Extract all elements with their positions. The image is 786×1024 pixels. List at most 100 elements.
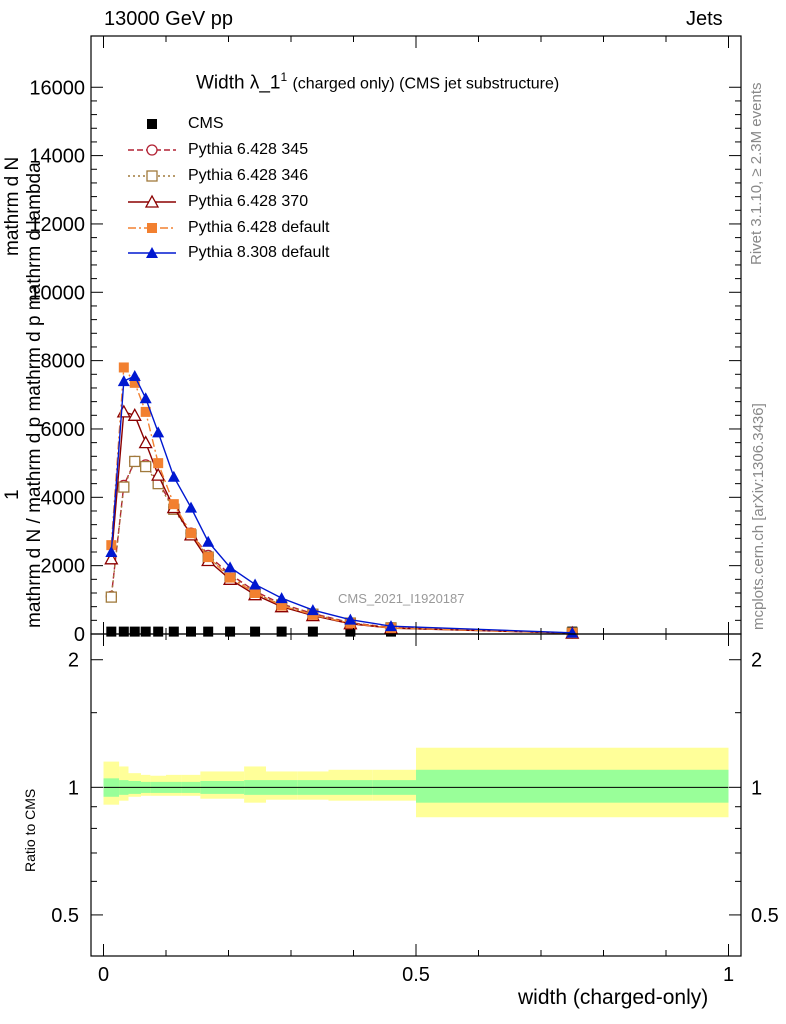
data-point-5-2 bbox=[128, 370, 141, 382]
data-point-3-4 bbox=[151, 467, 166, 481]
data-point-4-5 bbox=[168, 499, 179, 510]
legend-marker-3 bbox=[144, 194, 160, 208]
chart-title-main: Width λ_1 bbox=[196, 72, 281, 94]
data-point-0-11 bbox=[307, 626, 318, 637]
data-point-4-4 bbox=[153, 458, 164, 469]
ratio-ylabel: Ratio to CMS bbox=[22, 788, 38, 872]
y-tick-label: 4000 bbox=[41, 487, 86, 509]
y-tick-label: 12000 bbox=[29, 214, 85, 236]
data-point-4-6 bbox=[186, 528, 196, 539]
ratio-stat-band bbox=[416, 769, 729, 803]
data-point-5-8 bbox=[224, 561, 237, 573]
series-line-2 bbox=[110, 460, 573, 634]
chart-title-sup: 1 bbox=[280, 70, 288, 84]
ratio-tick-label-left: 1 bbox=[68, 777, 79, 799]
data-point-5-12 bbox=[344, 613, 357, 625]
data-point-2-2 bbox=[129, 455, 141, 468]
x-tick-label: 0 bbox=[98, 964, 109, 986]
data-point-0-2 bbox=[129, 626, 140, 637]
legend-marker-5 bbox=[146, 247, 158, 258]
data-point-0-3 bbox=[140, 626, 151, 637]
data-point-0-6 bbox=[186, 626, 196, 637]
data-point-0-5 bbox=[168, 626, 179, 637]
data-point-5-7 bbox=[202, 535, 215, 547]
data-point-5-11 bbox=[306, 604, 319, 616]
header-left: 13000 GeV pp bbox=[104, 8, 233, 30]
data-point-5-14 bbox=[566, 626, 579, 638]
chart-title-sub: (charged only) (CMS jet substructure) bbox=[292, 75, 560, 93]
header-right: Jets bbox=[686, 8, 723, 30]
data-point-3-3 bbox=[138, 435, 153, 449]
y-tick-label: 10000 bbox=[29, 282, 85, 304]
data-point-4-7 bbox=[203, 552, 214, 563]
ylabel-full: mathrm d N / mathrm d p mathrm d p mathr… bbox=[24, 162, 45, 628]
series-line-1 bbox=[110, 460, 573, 634]
ratio-tick-label-right: 1 bbox=[751, 777, 762, 799]
axis-ticks: 0 2000 4000 6000 8000 10000 12000 14000 16000 0 0.… bbox=[29, 36, 779, 986]
data-point-3-1 bbox=[116, 404, 131, 418]
ratio-bands bbox=[103, 747, 729, 818]
series-5 bbox=[105, 370, 579, 638]
legend-marks bbox=[128, 119, 176, 258]
mcplots-label: mcplots.cern.ch [arXiv:1306.3436] bbox=[750, 403, 767, 630]
y-tick-label: 0 bbox=[74, 624, 85, 646]
y-tick-label: 8000 bbox=[41, 351, 86, 373]
data-point-2-0 bbox=[105, 591, 117, 603]
data-point-3-0 bbox=[104, 551, 119, 565]
y-tick-label: 2000 bbox=[41, 556, 86, 578]
legend-label-0: CMS bbox=[188, 115, 224, 132]
legend-label-1: Pythia 6.428 345 bbox=[188, 141, 309, 158]
ylabel-line-1: mathrm d N bbox=[2, 156, 23, 256]
data-point-0-10 bbox=[276, 626, 287, 637]
data-point-5-9 bbox=[249, 578, 262, 590]
data-point-2-3 bbox=[140, 460, 152, 473]
data-point-0-7 bbox=[203, 626, 214, 637]
legend-label-3: Pythia 6.428 370 bbox=[188, 193, 309, 210]
data-point-5-3 bbox=[139, 392, 152, 404]
data-point-0-4 bbox=[153, 626, 164, 637]
legend-label-4: Pythia 6.428 default bbox=[188, 219, 330, 236]
data-point-0-8 bbox=[225, 626, 236, 637]
legend-label-5: Pythia 8.308 default bbox=[188, 244, 330, 261]
data-point-5-1 bbox=[117, 375, 130, 387]
data-point-5-0 bbox=[105, 545, 118, 557]
ratio-tick-label-left: 0.5 bbox=[51, 905, 79, 927]
data-point-5-6 bbox=[185, 501, 197, 513]
y-tick-label: 6000 bbox=[41, 419, 86, 441]
xlabel: width (charged-only) bbox=[518, 986, 709, 1009]
data-point-4-9 bbox=[250, 587, 261, 598]
rivet-label: Rivet 3.1.10, ≥ 2.3M events bbox=[748, 82, 765, 266]
data-point-5-13 bbox=[385, 620, 397, 632]
ratio-tick-label-right: 2 bbox=[751, 650, 762, 672]
data-point-2-1 bbox=[118, 481, 130, 493]
chart-title: Width λ_11 (charged only) (CMS jet subst… bbox=[196, 70, 559, 94]
data-point-4-3 bbox=[140, 406, 151, 417]
main-curves bbox=[104, 362, 580, 639]
legend-marker-2 bbox=[146, 170, 158, 182]
data-point-5-10 bbox=[275, 592, 288, 604]
x-tick-label: 1 bbox=[723, 964, 734, 986]
y-tick-label: 16000 bbox=[29, 77, 85, 99]
ylabel-line-0: 1 bbox=[2, 489, 23, 500]
data-point-4-1 bbox=[118, 362, 129, 373]
data-point-4-10 bbox=[276, 600, 287, 611]
legend-marker-0 bbox=[147, 119, 157, 129]
data-point-0-0 bbox=[106, 626, 117, 637]
data-point-3-2 bbox=[127, 407, 142, 421]
legend-marker-4 bbox=[147, 223, 157, 233]
data-point-5-5 bbox=[167, 470, 180, 482]
x-tick-label: 0.5 bbox=[402, 964, 430, 986]
data-point-5-4 bbox=[152, 426, 165, 438]
data-point-4-2 bbox=[129, 377, 140, 388]
data-point-0-12 bbox=[345, 626, 356, 637]
data-point-0-1 bbox=[118, 626, 129, 637]
legend-label-2: Pythia 6.428 346 bbox=[188, 167, 309, 184]
y-tick-label: 14000 bbox=[29, 146, 85, 168]
ratio-tick-label-left: 2 bbox=[68, 650, 79, 672]
legend-marker-1 bbox=[146, 144, 158, 156]
data-point-4-8 bbox=[225, 572, 236, 583]
analysis-watermark: CMS_2021_I1920187 bbox=[338, 591, 465, 606]
data-point-0-9 bbox=[250, 626, 261, 637]
ratio-tick-label-right: 0.5 bbox=[751, 905, 779, 927]
